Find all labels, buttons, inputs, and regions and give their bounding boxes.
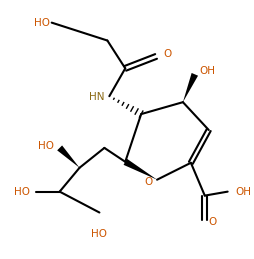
Text: HN: HN bbox=[89, 92, 104, 102]
Text: OH: OH bbox=[199, 66, 215, 76]
Text: HO: HO bbox=[38, 141, 54, 151]
Polygon shape bbox=[57, 146, 79, 168]
Text: HO: HO bbox=[34, 18, 50, 28]
Text: HO: HO bbox=[91, 229, 107, 239]
Polygon shape bbox=[182, 73, 197, 102]
Text: OH: OH bbox=[235, 187, 251, 197]
Text: O: O bbox=[162, 49, 171, 60]
Text: O: O bbox=[208, 218, 216, 227]
Text: O: O bbox=[144, 177, 152, 187]
Polygon shape bbox=[123, 159, 156, 180]
Text: HO: HO bbox=[14, 187, 30, 197]
